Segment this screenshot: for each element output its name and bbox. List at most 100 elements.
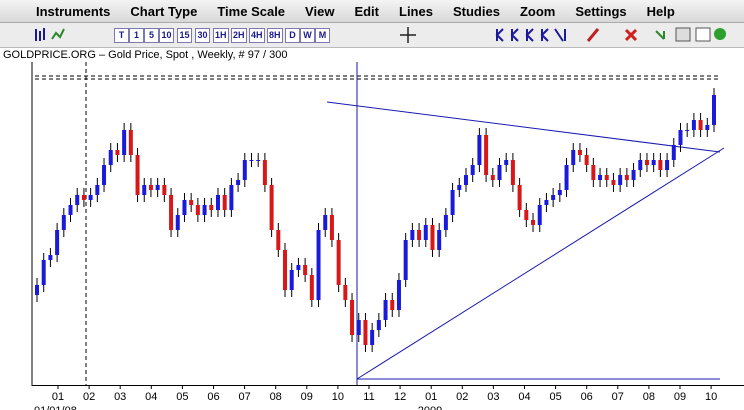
menu-item[interactable]: Instruments (36, 4, 111, 19)
candle-body (678, 130, 683, 145)
candle-body (323, 215, 328, 230)
candle-body (189, 200, 194, 205)
candle-body (638, 160, 643, 170)
candle-body (303, 265, 308, 275)
menu-item[interactable]: Studies (452, 4, 500, 19)
x-tick-label: 09 (301, 391, 313, 403)
x-tick-label: 10 (332, 391, 344, 403)
x-tick-label: 02 (83, 391, 95, 403)
candle-body (115, 150, 120, 155)
candle-body (618, 175, 623, 185)
trend-line (356, 147, 725, 380)
x-tick-label: 01 (52, 391, 64, 403)
candle-body (155, 185, 160, 190)
candle-body (685, 130, 690, 131)
candle-body (665, 160, 670, 170)
candle-body (598, 175, 603, 180)
toolbar-icons (35, 27, 726, 43)
candle-body (611, 180, 616, 185)
timeframe-button[interactable]: 4H (249, 28, 265, 43)
candle-body (242, 160, 247, 180)
candle-body (68, 205, 73, 215)
timeframe-button[interactable]: 10 (159, 28, 174, 43)
candle-body (148, 185, 153, 190)
timeframe-button[interactable]: 2H (231, 28, 247, 43)
x-tick-label: 12 (394, 391, 406, 403)
menu-item[interactable]: Zoom (519, 4, 556, 19)
candle-body (276, 230, 281, 250)
menu-bar: Instruments Chart Type Time Scale View Edit L… (0, 0, 744, 23)
timeframe-button[interactable]: 15 (177, 28, 192, 43)
candle-body (651, 160, 656, 165)
menu-item[interactable]: Lines (399, 4, 433, 19)
toolbar: T 1 5 10 15 30 1H 2H 4H 8H D W M (0, 23, 744, 48)
menu-item[interactable]: Settings (575, 4, 627, 19)
x-tick-label: 06 (207, 391, 219, 403)
candle-body (269, 185, 274, 230)
candle-body (403, 240, 408, 280)
candle-body (363, 320, 368, 345)
candle-body (329, 215, 334, 240)
candle-body (571, 150, 576, 165)
candle-body (215, 195, 220, 210)
candle-body (644, 160, 649, 165)
candle-body (698, 120, 703, 130)
candle-body (75, 195, 80, 205)
candle-body (350, 300, 355, 335)
candle-body (309, 275, 314, 300)
candle-body (691, 120, 696, 130)
candle-body (591, 165, 596, 180)
candle-body (283, 250, 288, 290)
candle-body (229, 185, 234, 210)
menu-item[interactable]: View (305, 4, 335, 19)
timeframe-button[interactable]: D (285, 28, 300, 43)
timeframe-button[interactable]: M (315, 28, 330, 43)
candle-body (135, 155, 140, 195)
candle-body (209, 205, 214, 210)
candle-body (262, 160, 267, 185)
menu-item[interactable]: Help (646, 4, 675, 19)
candle-body (457, 185, 462, 190)
candle-body (162, 185, 167, 195)
candle-body (443, 215, 448, 230)
x-tick-label: 01 (425, 391, 437, 403)
candle-body (95, 185, 100, 195)
menu-item[interactable]: Chart Type (130, 4, 198, 19)
menu-item[interactable]: Time Scale (217, 4, 286, 19)
candle-body (41, 260, 46, 285)
candle-body (430, 225, 435, 250)
candle-body (169, 195, 174, 230)
candle-body (551, 195, 556, 200)
x-tick-label: 08 (270, 391, 282, 403)
timeframe-button[interactable]: 1H (213, 28, 229, 43)
candle-body (55, 230, 60, 255)
candle-body (631, 170, 636, 180)
x-tick-label: 03 (487, 391, 499, 403)
candle-body (671, 145, 676, 160)
candle-body (497, 165, 502, 180)
timeframe-button[interactable]: T (114, 28, 129, 43)
x-tick-label: 04 (518, 391, 530, 403)
candle-body (256, 160, 261, 161)
timeframe-button[interactable]: 5 (144, 28, 159, 43)
menu-item[interactable]: Edit (354, 4, 379, 19)
timeframe-button[interactable]: 1 (129, 28, 144, 43)
candle-body (289, 270, 294, 290)
candle-body (477, 135, 482, 165)
candle-body (108, 150, 113, 165)
timeframe-button[interactable]: 30 (195, 28, 210, 43)
candle-body (48, 255, 53, 260)
candle-body (356, 320, 361, 335)
x-tick-label: 03 (114, 391, 126, 403)
timeframe-button[interactable]: W (300, 28, 315, 43)
candle-body (463, 175, 468, 185)
candle-body (564, 165, 569, 190)
x-tick-label: 09 (674, 391, 686, 403)
candle-body (376, 320, 381, 330)
candle-body (705, 125, 710, 130)
candle-body (450, 190, 455, 215)
timeframe-button[interactable]: 8H (267, 28, 283, 43)
candle-body (249, 160, 254, 161)
